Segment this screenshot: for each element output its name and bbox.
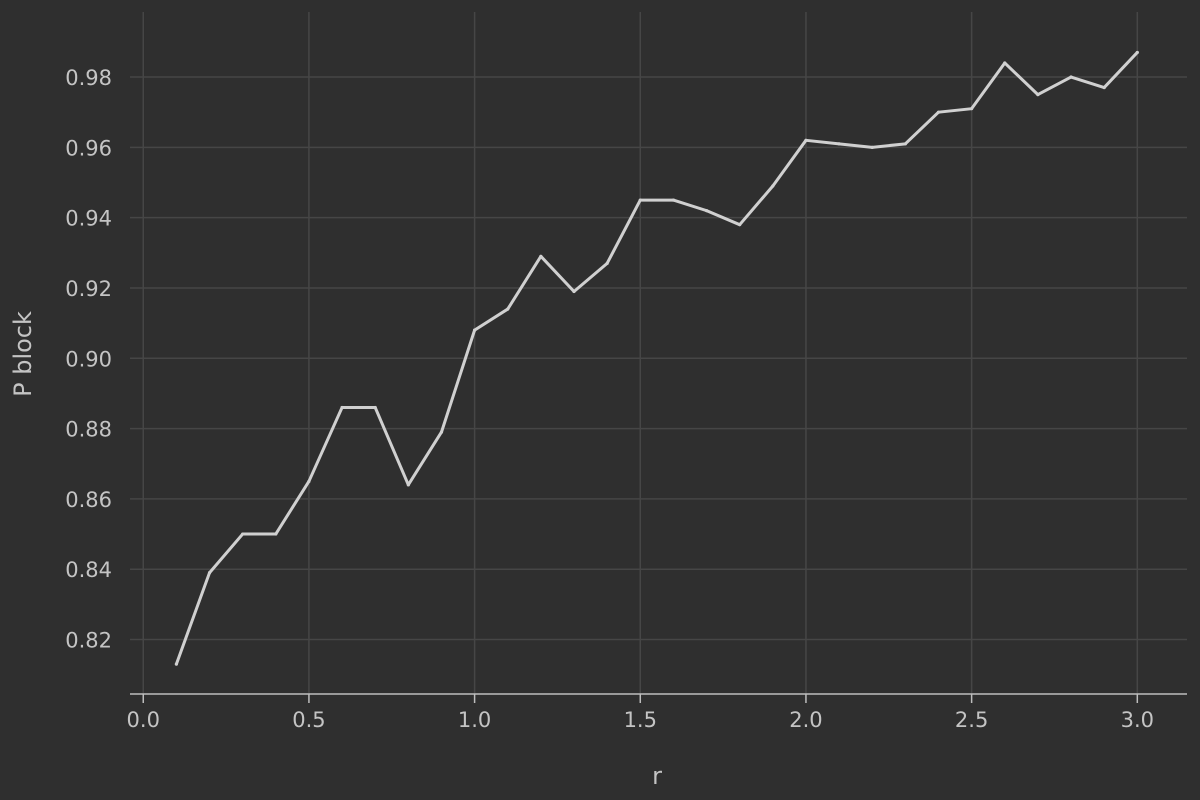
data-point	[572, 289, 576, 294]
x-axis-title: r	[652, 762, 662, 790]
x-tick-label: 2.5	[955, 708, 988, 732]
data-point	[174, 662, 178, 666]
y-tick-label: 0.94	[65, 207, 112, 231]
data-point	[936, 110, 941, 114]
y-tick-label: 0.88	[65, 418, 112, 442]
data-point	[1102, 85, 1106, 90]
y-tick-label: 0.98	[65, 66, 112, 90]
data-point	[771, 184, 775, 188]
data-point	[870, 145, 874, 149]
data-point	[704, 209, 709, 213]
series-line	[174, 50, 1139, 666]
x-tick-label: 2.0	[789, 708, 822, 732]
x-tick-label: 1.0	[458, 708, 491, 732]
data-point	[373, 405, 377, 410]
y-axis-title: P block	[9, 311, 37, 397]
data-point	[506, 307, 510, 311]
data-point	[1003, 61, 1007, 65]
data-point	[473, 328, 477, 332]
y-tick-label: 0.86	[65, 488, 112, 512]
x-axis-ticks: 0.0 0.5 1.0 1.5 2.0 2.5 3.0	[127, 694, 1154, 732]
data-point	[804, 138, 808, 142]
y-tick-label: 0.82	[65, 629, 112, 653]
y-tick-label: 0.92	[65, 277, 112, 301]
y-tick-label: 0.84	[65, 558, 112, 582]
data-point	[903, 142, 907, 146]
series-layer	[174, 50, 1139, 666]
data-point	[439, 430, 444, 434]
data-point	[1135, 50, 1139, 55]
y-axis-ticks: 0.82 0.84 0.86 0.88 0.90 0.92 0.94 0.96 0.98	[65, 66, 112, 652]
data-point	[340, 405, 344, 410]
data-point	[605, 261, 609, 265]
data-point	[307, 479, 311, 483]
y-tick-label: 0.96	[65, 136, 112, 160]
data-point	[837, 142, 841, 146]
data-point	[406, 483, 410, 487]
x-gridlines	[142, 12, 1139, 694]
data-point	[1036, 93, 1040, 97]
data-point	[1069, 75, 1073, 79]
data-point	[970, 107, 974, 111]
data-point	[738, 223, 742, 227]
data-point	[638, 198, 642, 202]
data-point	[207, 571, 212, 575]
x-tick-label: 1.5	[624, 708, 657, 732]
x-tick-label: 0.5	[292, 708, 325, 732]
data-point	[241, 532, 245, 536]
y-tick-label: 0.90	[65, 347, 112, 371]
x-tick-label: 0.0	[127, 708, 160, 732]
data-point	[539, 254, 543, 258]
data-point	[671, 198, 676, 202]
y-gridlines	[130, 76, 1187, 641]
x-tick-label: 3.0	[1121, 708, 1154, 732]
data-point	[274, 532, 278, 536]
